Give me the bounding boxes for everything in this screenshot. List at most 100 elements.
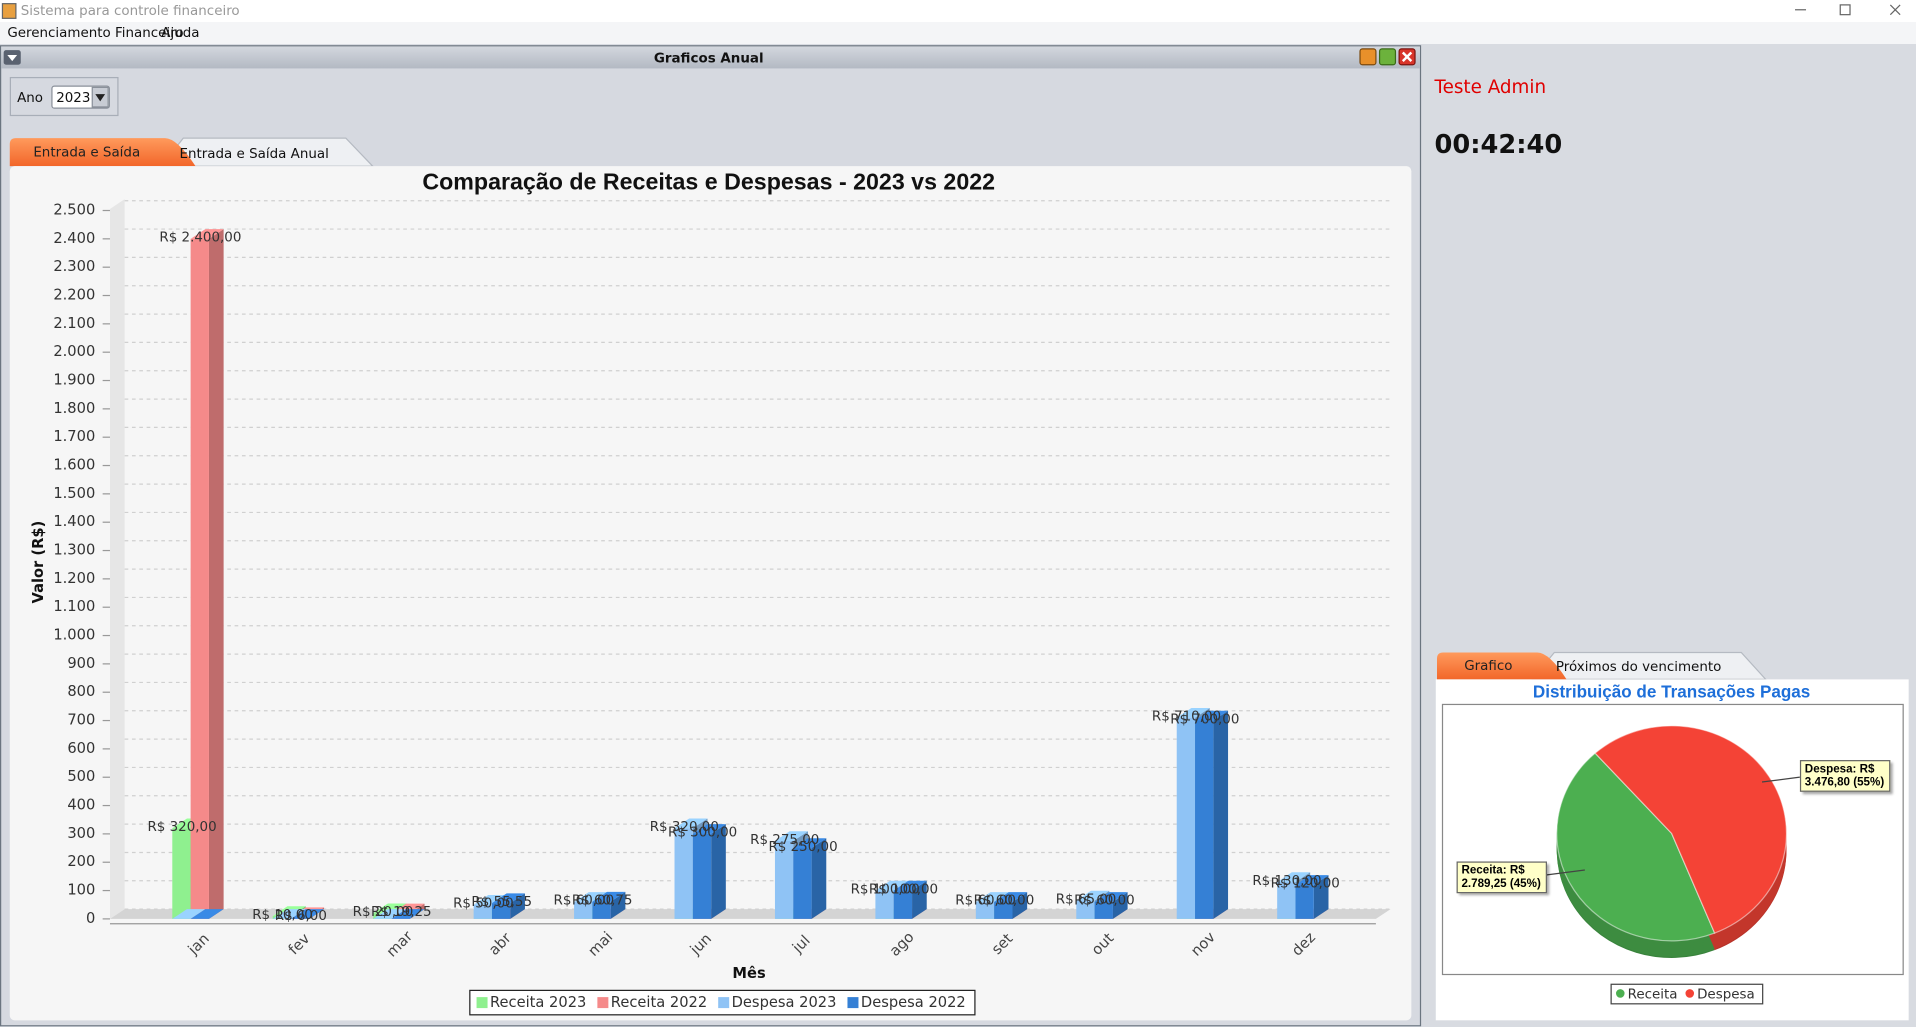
- y-tick-label: 1.900: [53, 372, 95, 389]
- plot-side-wall: [109, 199, 125, 919]
- window-title: Sistema para controle financeiro: [21, 4, 240, 19]
- bar-top: [491, 893, 525, 904]
- frame-menu-arrow: [7, 54, 18, 62]
- y-tick-label: 1.200: [53, 570, 95, 587]
- y-tick-label: 1.000: [53, 627, 95, 644]
- bar: [774, 840, 794, 919]
- tab-active[interactable]: [9, 138, 196, 167]
- bar: [1076, 900, 1095, 919]
- bar-top: [875, 880, 909, 891]
- bar-top: [674, 818, 708, 829]
- bar-top: [574, 892, 608, 902]
- bar-top: [1277, 872, 1311, 883]
- data-label: R$ 20,00: [353, 905, 414, 920]
- data-label: R$ 55,55: [471, 895, 532, 910]
- year-select-arrow: [95, 94, 106, 102]
- bar-top: [1295, 875, 1329, 885]
- title-bar: [0, 0, 1916, 22]
- y-tick-label: 2.300: [53, 258, 95, 275]
- bar: [190, 238, 209, 919]
- menu-item[interactable]: Ajuda: [161, 26, 199, 41]
- legend-swatch: [718, 997, 730, 1009]
- data-label: R$ 300,00: [668, 826, 737, 841]
- tab-label[interactable]: Grafico: [1464, 659, 1512, 674]
- data-label: Receita: R$ 2.789,25 (45%): [1456, 861, 1547, 894]
- bar: [592, 901, 611, 919]
- y-tick-label: 400: [67, 797, 95, 814]
- legend-swatch: [476, 997, 488, 1009]
- data-label: R$ 120,00: [1271, 877, 1340, 892]
- data-label: R$ 60,00: [974, 894, 1035, 909]
- bar: [893, 890, 913, 919]
- restore-button[interactable]: [1839, 4, 1851, 16]
- bar-side: [811, 838, 827, 919]
- legend-label: Despesa 2022: [861, 994, 966, 1011]
- data-label: R$ 275,00: [750, 833, 819, 848]
- data-label: R$ 2.400,00: [159, 231, 241, 246]
- y-tick-label: 900: [67, 655, 95, 672]
- label-leader: [1546, 869, 1585, 876]
- tab-label[interactable]: Entrada e Saída Anual: [179, 146, 328, 162]
- bar: [674, 828, 693, 919]
- frame-maximize[interactable]: [1378, 48, 1397, 66]
- tab-label[interactable]: Próximos do vencimento: [1556, 659, 1721, 675]
- frame-title: Graficos Anual: [654, 52, 764, 67]
- app-icon: [1, 3, 17, 19]
- tab-label[interactable]: Entrada e Saída: [33, 145, 140, 161]
- bar: [1176, 717, 1196, 919]
- bar-top: [373, 903, 407, 914]
- y-tick-label: 2.000: [53, 343, 95, 360]
- frame-minimize[interactable]: [1359, 48, 1377, 66]
- bar: [1195, 720, 1214, 919]
- y-tick-label: 1.300: [53, 542, 95, 559]
- bar-side: [1313, 875, 1329, 919]
- y-tick-label: 600: [67, 740, 95, 757]
- data-label: R$ 60,00: [1074, 894, 1135, 909]
- bar-top: [1094, 892, 1128, 902]
- y-tick-label: 1.800: [53, 400, 95, 417]
- y-tick-label: 700: [67, 712, 95, 729]
- bar: [1277, 882, 1296, 919]
- bar: [793, 848, 812, 919]
- data-label: R$ 60,00: [955, 894, 1016, 909]
- bar-top: [272, 909, 306, 919]
- year-value[interactable]: 2023: [56, 91, 90, 106]
- bar: [692, 833, 712, 919]
- bar-side: [1213, 710, 1229, 919]
- menu-item[interactable]: Gerenciamento Financeiro: [7, 26, 183, 41]
- data-label: R$ 700,00: [1170, 712, 1239, 727]
- y-tick-label: 500: [67, 768, 95, 785]
- y-tick-label: 300: [67, 825, 95, 842]
- data-label: R$ 6,00: [275, 909, 327, 924]
- bar-top: [692, 824, 726, 834]
- bar-top: [893, 880, 927, 891]
- y-tick-label: 1.100: [53, 598, 95, 615]
- legend-swatch: [847, 997, 859, 1009]
- bar-top: [190, 229, 224, 239]
- data-label: R$ 60,00: [554, 894, 615, 909]
- y-tick-label: 1.700: [53, 428, 95, 445]
- chart-panel: [9, 166, 1412, 1021]
- y-tick-label: 800: [67, 683, 95, 700]
- data-label: R$ 60,75: [572, 893, 633, 908]
- pie-slice: [1556, 752, 1716, 942]
- menu-bar: [0, 21, 1916, 44]
- close-button[interactable]: [1889, 4, 1901, 16]
- data-label: R$ 100,00: [869, 882, 938, 897]
- legend-label: Receita 2022: [611, 994, 707, 1011]
- legend-label: Despesa: [1697, 988, 1755, 1003]
- data-label: R$ 320,00: [650, 820, 719, 835]
- plot-floor: [109, 909, 1391, 919]
- bar: [975, 901, 995, 919]
- bar-top: [1176, 707, 1210, 718]
- bar-top: [373, 909, 407, 919]
- bar: [172, 828, 191, 919]
- tab-active[interactable]: [1437, 652, 1567, 680]
- frame-title-bar: [1, 46, 1420, 69]
- bar-top: [1076, 890, 1110, 901]
- bar: [994, 901, 1013, 919]
- bar-top: [473, 894, 507, 905]
- label-leader: [1761, 776, 1800, 783]
- data-label: R$ 100,00: [851, 882, 920, 897]
